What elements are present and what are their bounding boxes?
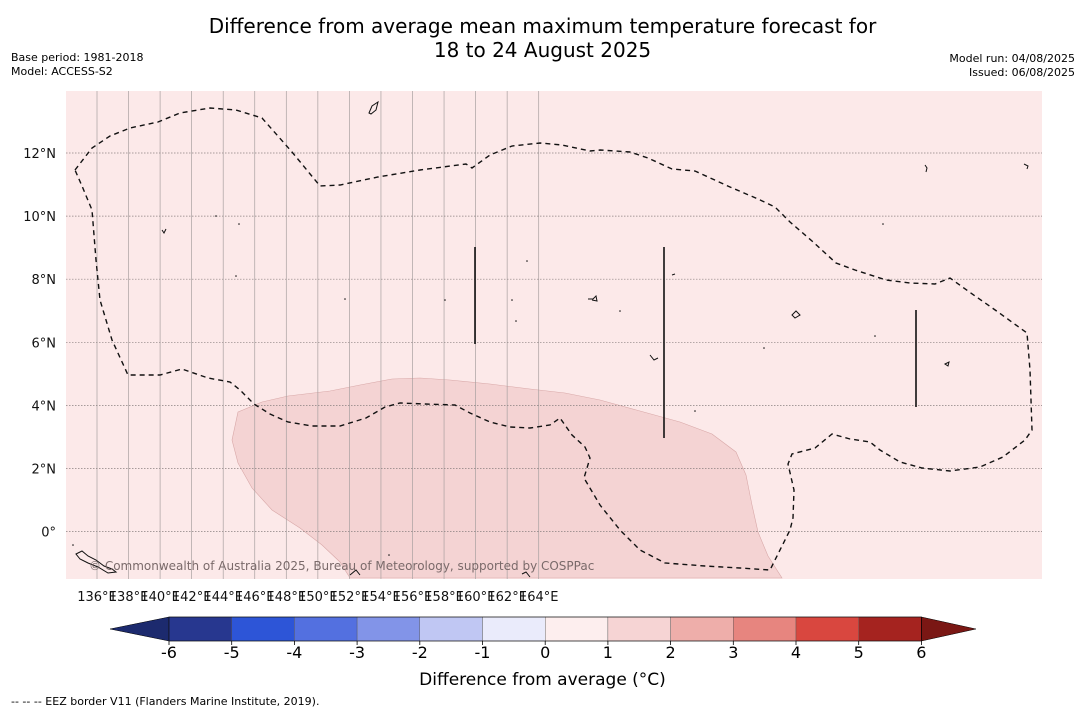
- colorbar: [109, 616, 977, 645]
- title-line-2: 18 to 24 August 2025: [433, 38, 652, 62]
- islet: [72, 544, 74, 546]
- islet: [238, 223, 240, 225]
- colorbar-over-arrow: [921, 616, 977, 642]
- island-kosrae: [944, 361, 950, 367]
- colorbar-tick-label: 3: [728, 643, 739, 662]
- copyright-text: © Commonwealth of Australia 2025, Bureau…: [89, 559, 594, 573]
- colorbar-bin: [858, 616, 922, 642]
- islet: [874, 335, 876, 337]
- colorbar-under-arrow: [109, 616, 170, 642]
- longitude-gridlines: [96, 91, 540, 579]
- island-chuuk: [588, 294, 598, 302]
- colorbar-title: Difference from average (°C): [419, 670, 666, 690]
- colorbar-bin: [294, 616, 358, 642]
- colorbar-tick-label: -5: [223, 643, 240, 662]
- colorbar-bin: [231, 616, 295, 642]
- eez-footnote: -- -- -- EEZ border V11 (Flanders Marine…: [11, 695, 320, 708]
- colorbar-tick-label: -6: [161, 643, 177, 662]
- islands: [75, 100, 1029, 578]
- islet: [344, 298, 346, 300]
- longitude-tick-label: 152°E: [330, 590, 370, 605]
- island-marshall-2: [1023, 163, 1029, 170]
- latitude-tick-label: 0°: [41, 526, 56, 541]
- colorbar-bin: [168, 616, 232, 642]
- colorbar-tick-label: 0: [540, 643, 551, 662]
- island-png-coast: [75, 550, 118, 574]
- colorbar-bin: [795, 616, 859, 642]
- colorbar-tick-label: -4: [286, 643, 303, 662]
- island-palau-east: [671, 273, 676, 276]
- islet: [526, 260, 528, 262]
- longitude-tick-label: 156°E: [393, 590, 433, 605]
- run-info: Model run: 04/08/2025 Issued: 06/08/2025: [949, 52, 1075, 80]
- island-pohnpei: [791, 310, 801, 319]
- colorbar-bin: [733, 616, 797, 642]
- colorbar-tick-label: 2: [665, 643, 676, 662]
- islet: [511, 299, 513, 301]
- islet: [763, 347, 765, 349]
- latitude-tick-label: 12°N: [23, 147, 56, 162]
- colorbar-bin: [482, 616, 546, 642]
- map-title: Difference from average mean maximum tem…: [0, 14, 1085, 62]
- islet: [444, 299, 446, 301]
- eez-border: [74, 107, 1033, 571]
- island-yap: [161, 228, 167, 234]
- longitude-tick-label: 148°E: [267, 590, 307, 605]
- model-run-text: Model run: 04/08/2025: [949, 52, 1075, 65]
- latitude-tick-label: 8°N: [32, 273, 57, 288]
- islet: [235, 275, 237, 277]
- island-bougainville-north: [349, 569, 361, 576]
- longitude-labels: 136°E138°E140°E142°E144°E146°E148°E150°E…: [77, 590, 558, 605]
- colorbar-tick-label: -1: [474, 643, 491, 662]
- island-atoll-1: [649, 354, 659, 361]
- colorbar-bin: [545, 616, 609, 642]
- colorbar-tick-label: -2: [411, 643, 428, 662]
- issued-text: Issued: 06/08/2025: [968, 66, 1075, 79]
- colorbar-bin: [607, 616, 671, 642]
- islet: [388, 554, 390, 556]
- longitude-tick-label: 158°E: [424, 590, 464, 605]
- islet: [515, 320, 517, 322]
- longitude-tick-label: 154°E: [361, 590, 401, 605]
- longitude-tick-label: 142°E: [172, 590, 212, 605]
- base-period-text: Base period: 1981-2018: [11, 51, 144, 64]
- longitude-tick-label: 162°E: [487, 590, 527, 605]
- title-line-1: Difference from average mean maximum tem…: [208, 14, 877, 38]
- islets: [72, 215, 884, 556]
- colorbar-tick-label: 4: [790, 643, 802, 662]
- longitude-tick-label: 164°E: [519, 590, 559, 605]
- colorbar-bin: [356, 616, 421, 642]
- latitude-labels: 12°N 10°N 8°N 6°N 4°N 2°N 0°: [23, 147, 56, 541]
- latitude-gridlines: [66, 152, 1042, 532]
- longitude-tick-label: 160°E: [456, 590, 496, 605]
- longitude-tick-label: 150°E: [298, 590, 338, 605]
- colorbar-bin: [419, 616, 483, 642]
- island-marshall-1: [924, 164, 928, 173]
- colorbar-tick-label: -3: [349, 643, 366, 662]
- colorbar-bin: [670, 616, 734, 642]
- longitude-tick-label: 140°E: [140, 590, 180, 605]
- islet: [882, 223, 884, 225]
- island-guam: [368, 100, 379, 115]
- model-text: Model: ACCESS-S2: [11, 65, 113, 78]
- colorbar-tick-label: 5: [853, 643, 864, 662]
- latitude-tick-label: 2°N: [32, 463, 57, 478]
- colorbar-tick-label: 6: [916, 643, 927, 662]
- latitude-tick-label: 10°N: [23, 210, 56, 225]
- islet: [619, 310, 621, 312]
- islet: [694, 410, 696, 412]
- base-info: Base period: 1981-2018 Model: ACCESS-S2: [11, 51, 143, 79]
- latitude-tick-label: 6°N: [32, 336, 57, 351]
- longitude-tick-label: 138°E: [109, 590, 149, 605]
- island-new-ireland: [521, 571, 531, 578]
- islet: [215, 215, 217, 217]
- longitude-tick-label: 144°E: [203, 590, 243, 605]
- latitude-tick-label: 4°N: [32, 399, 57, 414]
- longitude-tick-label: 136°E: [77, 590, 117, 605]
- longitude-tick-label: 146°E: [235, 590, 275, 605]
- colorbar-tick-label: 1: [602, 643, 613, 662]
